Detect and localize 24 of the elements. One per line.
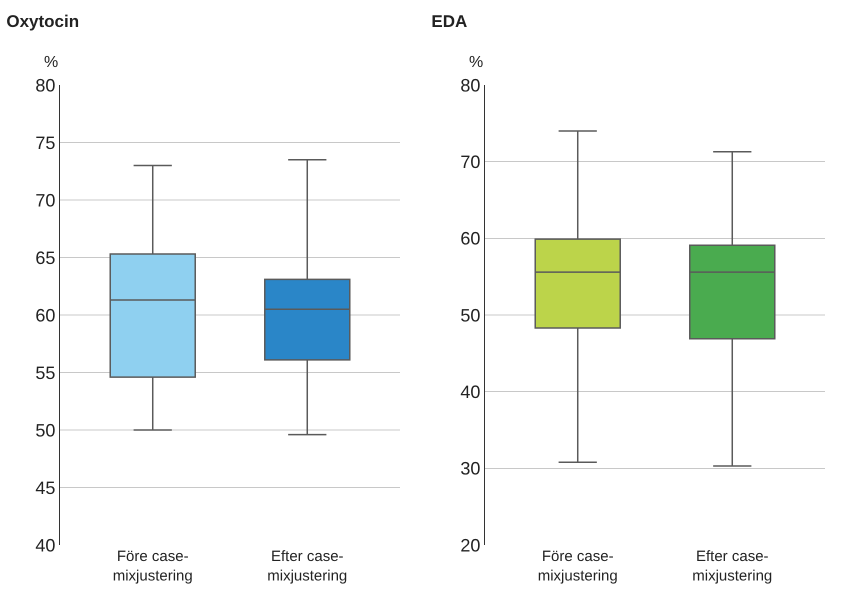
y-axis-title: %	[44, 54, 58, 71]
y-tick-label: 60	[35, 305, 56, 326]
y-tick-label: 50	[35, 420, 56, 440]
x-tick-label: Före case-mixjustering	[538, 548, 618, 584]
y-tick-label: 45	[35, 478, 56, 498]
y-axis-title: %	[469, 54, 484, 71]
chart-title: Oxytocin	[6, 12, 80, 32]
y-tick-label: 65	[35, 248, 56, 268]
x-tick-label: Efter case-mixjustering	[692, 548, 772, 584]
y-tick-label: 40	[460, 382, 480, 402]
chart-title: EDA	[431, 12, 468, 32]
y-tick-label: 50	[460, 305, 480, 326]
y-tick-label: 40	[35, 535, 56, 556]
y-tick-label: 70	[460, 152, 480, 172]
y-tick-label: 70	[35, 190, 56, 210]
y-tick-label: 30	[460, 458, 480, 479]
y-tick-label: 80	[35, 75, 56, 96]
y-tick-label: 80	[460, 75, 480, 96]
y-tick-label: 55	[35, 362, 56, 383]
x-tick-label: Efter case-mixjustering	[267, 548, 348, 584]
y-tick-label: 60	[460, 228, 480, 249]
y-tick-label: 75	[35, 132, 56, 153]
y-tick-label: 20	[460, 535, 480, 556]
x-tick-label: Före case-mixjustering	[112, 548, 193, 584]
